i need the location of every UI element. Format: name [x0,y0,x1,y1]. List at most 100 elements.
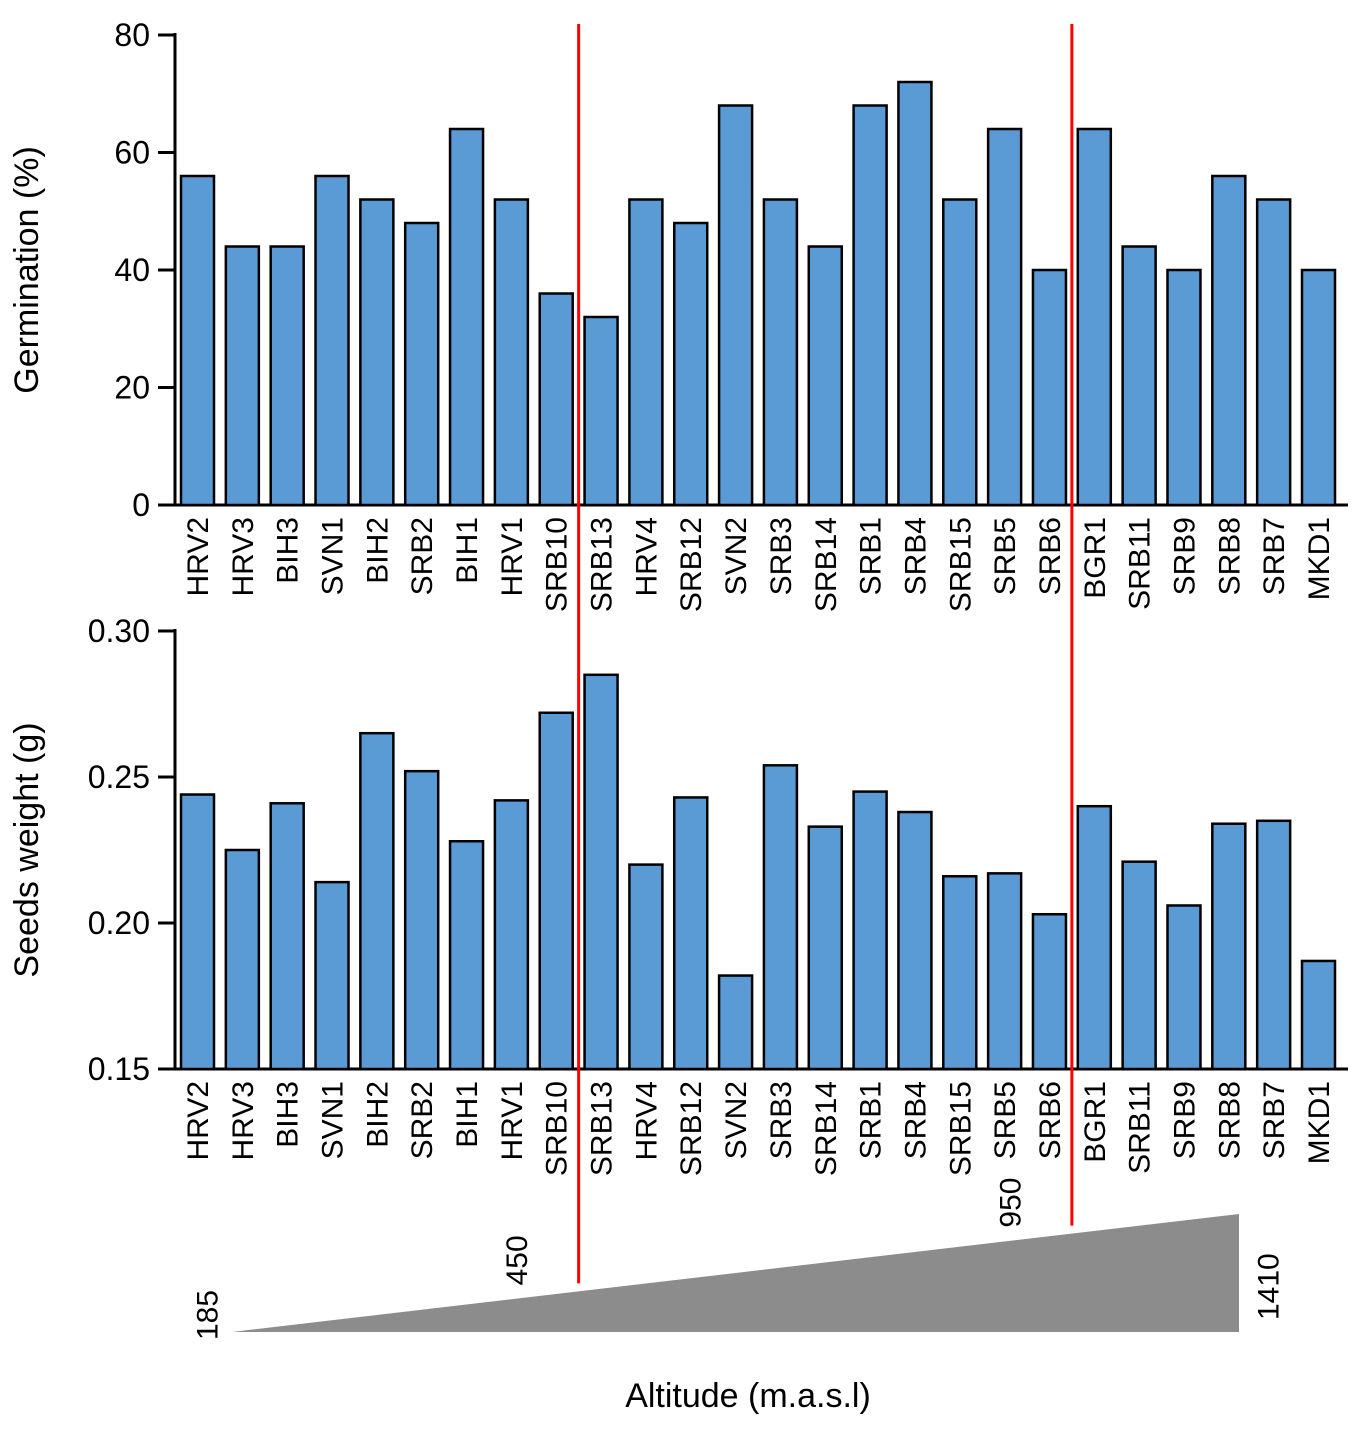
seed-weight-chart-category-label-SRB7: SRB7 [1258,1081,1291,1159]
bar-SRB12-germination [672,221,709,507]
germination-chart: 0 20 40 60 80 HRV2 HRV3 BIH3 SVN1 BIH2 SRB2 BIH1 HRV… [8,17,1348,612]
germination-chart-category-label-MKD1: MKD1 [1303,517,1336,600]
bar-SRB6-germination [1031,268,1068,507]
seed-weight-chart-tick-label: 0.25 [88,759,150,795]
bar-SRB12-seedweight [672,796,709,1071]
germination-chart-category-label-SVN1: SVN1 [317,517,350,595]
seed-weight-chart-category-label-BGR1: BGR1 [1079,1081,1112,1163]
seed-weight-chart-category-label-SRB8: SRB8 [1213,1081,1246,1159]
germination-chart-tick-label: 80 [114,17,150,53]
germination-chart-category-label-HRV1: HRV1 [496,517,529,596]
bar-BIH1-seedweight [448,839,485,1071]
seed-weight-chart-category-label-SRB13: SRB13 [586,1081,619,1176]
bar-SRB8-seedweight [1211,822,1247,1071]
seed-weight-chart-category-label-SRB1: SRB1 [855,1081,888,1159]
bar-SRB1-germination [852,104,888,507]
seed-weight-chart-category-label-HRV4: HRV4 [630,1081,663,1160]
germination-chart-category-label-SVN2: SVN2 [720,517,753,595]
bar-SRB15-seedweight [942,875,978,1071]
germination-chart-category-label-HRV4: HRV4 [630,517,663,596]
bar-HRV1-seedweight [493,799,530,1071]
bar-BIH1-germination [448,127,485,507]
germination-chart-category-label-HRV3: HRV3 [227,517,260,596]
germination-chart-category-label-BIH3: BIH3 [272,517,305,584]
bar-SRB2-seedweight [403,769,440,1071]
seed-weight-chart-category-label-SRB3: SRB3 [765,1081,798,1159]
seed-weight-chart-category-label-SRB5: SRB5 [989,1081,1022,1159]
germination-chart-tick-label: 40 [114,252,150,288]
bar-SRB13-germination [583,315,619,507]
seed-weight-chart-category-label-SVN2: SVN2 [720,1081,753,1159]
germination-chart-category-label-SRB1: SRB1 [855,517,888,595]
altitude-axis-title: Altitude (m.a.s.l) [625,1377,871,1415]
bar-SRB5-seedweight [986,872,1023,1071]
bar-SRB9-seedweight [1166,904,1202,1071]
bar-BIH2-germination [359,198,395,507]
germination-chart-category-label-HRV2: HRV2 [182,517,215,596]
bar-HRV2-germination [179,174,216,507]
seed-weight-chart-category-label-BIH3: BIH3 [272,1081,305,1148]
germination-chart-tick-label: 60 [114,135,150,171]
bar-MKD1-seedweight [1300,959,1337,1071]
germination-chart-y-axis-title: Germination (%) [8,146,46,394]
bar-SRB7-germination [1255,198,1292,507]
germination-chart-category-label-SRB10: SRB10 [541,517,574,612]
bar-BIH2-seedweight [359,731,395,1071]
seed-weight-chart-category-label-HRV2: HRV2 [182,1081,215,1160]
bar-SVN1-germination [314,174,350,507]
bar-SRB1-seedweight [852,790,888,1071]
bar-SRB15-germination [942,198,978,507]
germination-chart-category-label-SRB5: SRB5 [989,517,1022,595]
germination-chart-tick-label: 0 [132,487,150,523]
germination-chart-category-label-SRB6: SRB6 [1034,517,1067,595]
seed-weight-chart-category-label-SRB14: SRB14 [810,1081,843,1176]
seed-weight-chart-category-label-BIH2: BIH2 [361,1081,394,1148]
seed-weight-chart: 0.15 0.20 0.25 0.30 HRV2 HRV3 BIH3 SVN1 BIH2 SRB2… [8,613,1348,1176]
bar-MKD1-germination [1300,268,1337,507]
altitude-triangle [232,1214,1239,1332]
bar-HRV4-germination [628,198,664,507]
seed-weight-chart-category-label-SRB12: SRB12 [675,1081,708,1176]
seed-weight-chart-category-label-SRB6: SRB6 [1034,1081,1067,1159]
seed-weight-chart-category-label-SRB9: SRB9 [1168,1081,1201,1159]
germination-chart-category-label-SRB2: SRB2 [406,517,439,595]
bar-SRB4-germination [897,80,933,507]
altitude-end-label: 1410 [1253,1253,1286,1320]
germination-chart-category-label-SRB3: SRB3 [765,517,798,595]
germination-chart-category-label-SRB15: SRB15 [944,517,977,612]
seed-weight-chart-category-label-SRB2: SRB2 [406,1081,439,1159]
bar-SRB8-germination [1211,174,1247,507]
germination-chart-category-label-SRB12: SRB12 [675,517,708,612]
germination-chart-category-label-BIH2: BIH2 [361,517,394,584]
seed-weight-chart-category-label-HRV1: HRV1 [496,1081,529,1160]
bar-SRB7-seedweight [1255,819,1292,1071]
seed-weight-chart-category-label-SRB15: SRB15 [944,1081,977,1176]
bar-SVN1-seedweight [314,880,350,1071]
bar-HRV2-seedweight [179,793,216,1071]
bar-BGR1-germination [1076,127,1113,507]
bar-SRB5-germination [986,127,1023,507]
altitude-threshold-label-950: 950 [994,1178,1027,1228]
bar-BIH3-seedweight [269,802,305,1071]
bar-SRB14-germination [807,245,844,507]
germination-chart-category-label-SRB7: SRB7 [1258,517,1291,595]
bar-SVN2-germination [717,104,754,507]
seed-weight-chart-y-axis-title: Seeds weight (g) [8,722,46,977]
germination-chart-tick-label: 20 [114,370,150,406]
seed-weight-chart-category-label-BIH1: BIH1 [451,1081,484,1148]
bar-SRB2-germination [403,221,440,507]
bar-HRV3-seedweight [224,848,261,1071]
seed-weight-chart-category-label-SRB10: SRB10 [541,1081,574,1176]
bar-SRB9-germination [1166,268,1202,507]
seed-weight-chart-tick-label: 0.20 [88,905,150,941]
bar-HRV3-germination [224,245,261,507]
seed-weight-chart-category-label-MKD1: MKD1 [1303,1081,1336,1164]
germination-chart-category-label-SRB4: SRB4 [899,517,932,595]
bar-SRB3-seedweight [762,764,799,1071]
seed-weight-chart-category-label-SRB4: SRB4 [899,1081,932,1159]
bar-SVN2-seedweight [717,974,754,1071]
bar-SRB13-seedweight [583,673,619,1071]
bar-SRB14-seedweight [807,825,844,1071]
